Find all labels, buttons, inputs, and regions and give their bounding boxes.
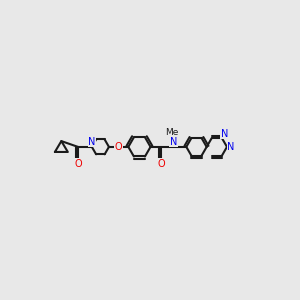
Text: O: O — [115, 142, 122, 152]
Text: Me: Me — [165, 128, 178, 137]
Text: N: N — [170, 137, 177, 147]
Text: O: O — [74, 159, 82, 169]
Text: N: N — [88, 137, 95, 147]
Text: N: N — [227, 142, 235, 152]
Text: O: O — [157, 159, 165, 169]
Text: N: N — [220, 129, 228, 139]
